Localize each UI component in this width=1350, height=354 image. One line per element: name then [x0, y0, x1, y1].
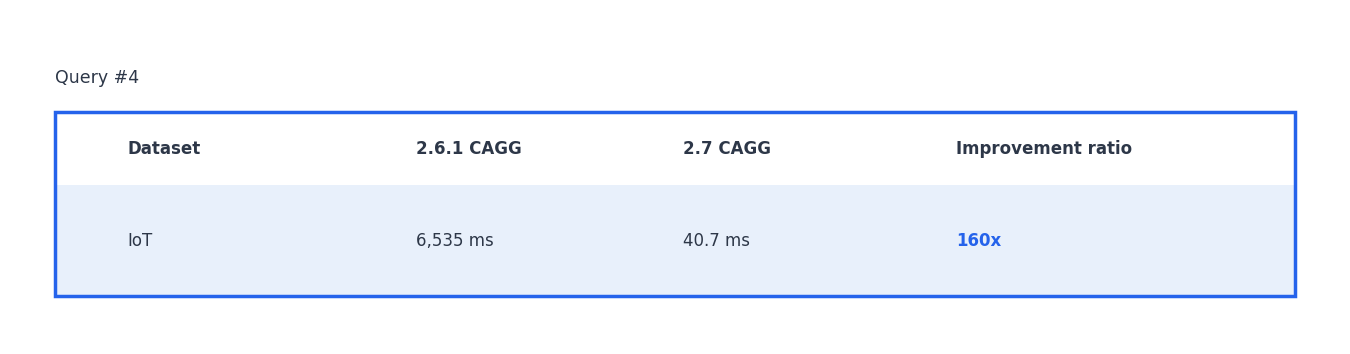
Text: IoT: IoT: [127, 232, 153, 250]
Text: 2.7 CAGG: 2.7 CAGG: [683, 139, 771, 158]
FancyBboxPatch shape: [55, 112, 1295, 185]
Text: 160x: 160x: [956, 232, 1002, 250]
Text: Dataset: Dataset: [127, 139, 201, 158]
Text: Query #4: Query #4: [55, 69, 139, 87]
Text: 40.7 ms: 40.7 ms: [683, 232, 751, 250]
FancyBboxPatch shape: [55, 185, 1295, 296]
Text: 2.6.1 CAGG: 2.6.1 CAGG: [416, 139, 522, 158]
Text: Improvement ratio: Improvement ratio: [956, 139, 1131, 158]
Text: 6,535 ms: 6,535 ms: [416, 232, 494, 250]
